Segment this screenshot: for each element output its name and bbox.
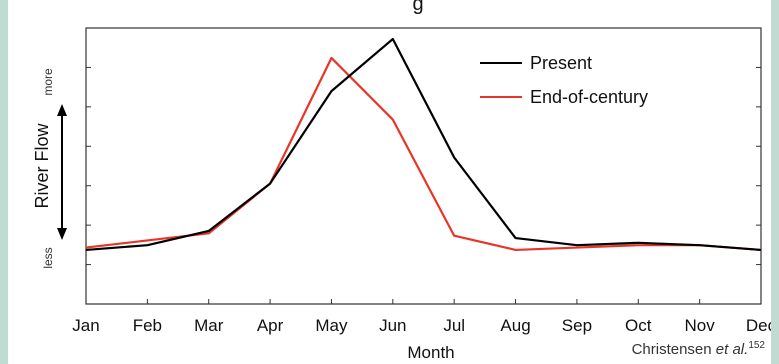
credit-ref: 152	[748, 340, 765, 351]
x-tick-label: Nov	[685, 316, 716, 335]
double-arrow-icon	[57, 104, 67, 240]
series-line-present	[85, 37, 762, 252]
y-top-label: more	[41, 68, 55, 96]
x-tick-label: May	[315, 316, 348, 335]
y-axis-label: River Flow	[32, 122, 52, 208]
x-tick-label: Jun	[379, 316, 406, 335]
x-tick-label: Aug	[500, 316, 530, 335]
x-ticks	[85, 299, 762, 304]
chart-title-fragment: g	[412, 0, 423, 15]
x-tick-label: Dec	[746, 316, 771, 335]
y-ticks	[86, 27, 761, 305]
x-tick-labels: Jan Feb Mar Apr May Jun Jul Aug Sep Oct Nov Dec	[72, 316, 771, 335]
x-tick-label: Feb	[133, 316, 162, 335]
x-tick-label: Apr	[257, 316, 284, 335]
y-bottom-label: less	[41, 247, 55, 268]
legend: Present End-of-century	[480, 53, 648, 107]
credit-name: Christensen	[631, 341, 712, 358]
series-lines	[85, 37, 762, 252]
credit-etal: et al.	[715, 341, 749, 358]
legend-label-present: Present	[530, 53, 592, 73]
series-line-end-of-century	[85, 56, 762, 252]
x-tick-label: Jan	[72, 316, 99, 335]
x-tick-label: Sep	[562, 316, 592, 335]
river-flow-chart: g Jan Feb Mar Apr May Jun Jul Aug Sep Oct Nov Dec R…	[32, 0, 771, 362]
x-tick-label: Jul	[443, 316, 465, 335]
source-credit: Christensen et al.152	[632, 340, 765, 358]
x-tick-label: Mar	[194, 316, 224, 335]
chart-panel: g Jan Feb Mar Apr May Jun Jul Aug Sep Oct Nov Dec R…	[8, 0, 771, 364]
x-tick-label: Oct	[625, 316, 652, 335]
legend-label-end-of-century: End-of-century	[530, 87, 648, 107]
plot-frame	[85, 27, 762, 305]
x-axis-label: Month	[407, 343, 454, 362]
